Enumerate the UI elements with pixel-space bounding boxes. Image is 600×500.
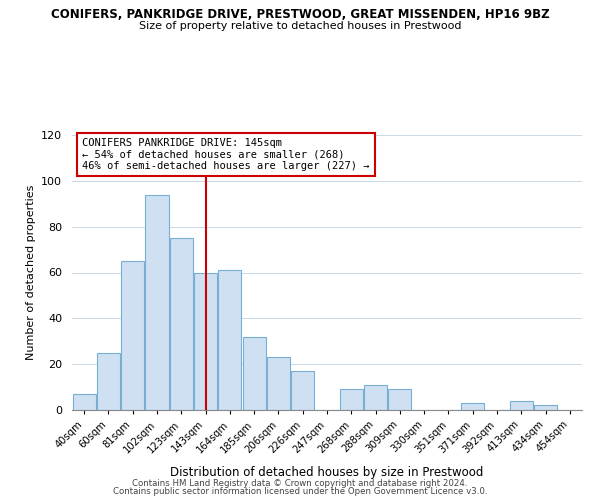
Y-axis label: Number of detached properties: Number of detached properties [26,185,35,360]
Bar [510,401,533,410]
Text: Contains HM Land Registry data © Crown copyright and database right 2024.: Contains HM Land Registry data © Crown c… [132,478,468,488]
Bar [340,390,363,410]
Bar [291,371,314,410]
Bar [170,238,193,410]
Bar [388,390,412,410]
Bar [194,272,217,410]
Bar [267,358,290,410]
Bar [218,270,241,410]
Bar [97,352,120,410]
Bar [121,261,144,410]
Bar [242,336,266,410]
Bar [73,394,95,410]
Bar [364,385,387,410]
Bar [461,403,484,410]
Text: Contains public sector information licensed under the Open Government Licence v3: Contains public sector information licen… [113,487,487,496]
Bar [145,194,169,410]
Bar [534,406,557,410]
Text: Size of property relative to detached houses in Prestwood: Size of property relative to detached ho… [139,21,461,31]
Text: CONIFERS PANKRIDGE DRIVE: 145sqm
← 54% of detached houses are smaller (268)
46% : CONIFERS PANKRIDGE DRIVE: 145sqm ← 54% o… [82,138,370,171]
X-axis label: Distribution of detached houses by size in Prestwood: Distribution of detached houses by size … [170,466,484,479]
Text: CONIFERS, PANKRIDGE DRIVE, PRESTWOOD, GREAT MISSENDEN, HP16 9BZ: CONIFERS, PANKRIDGE DRIVE, PRESTWOOD, GR… [50,8,550,20]
